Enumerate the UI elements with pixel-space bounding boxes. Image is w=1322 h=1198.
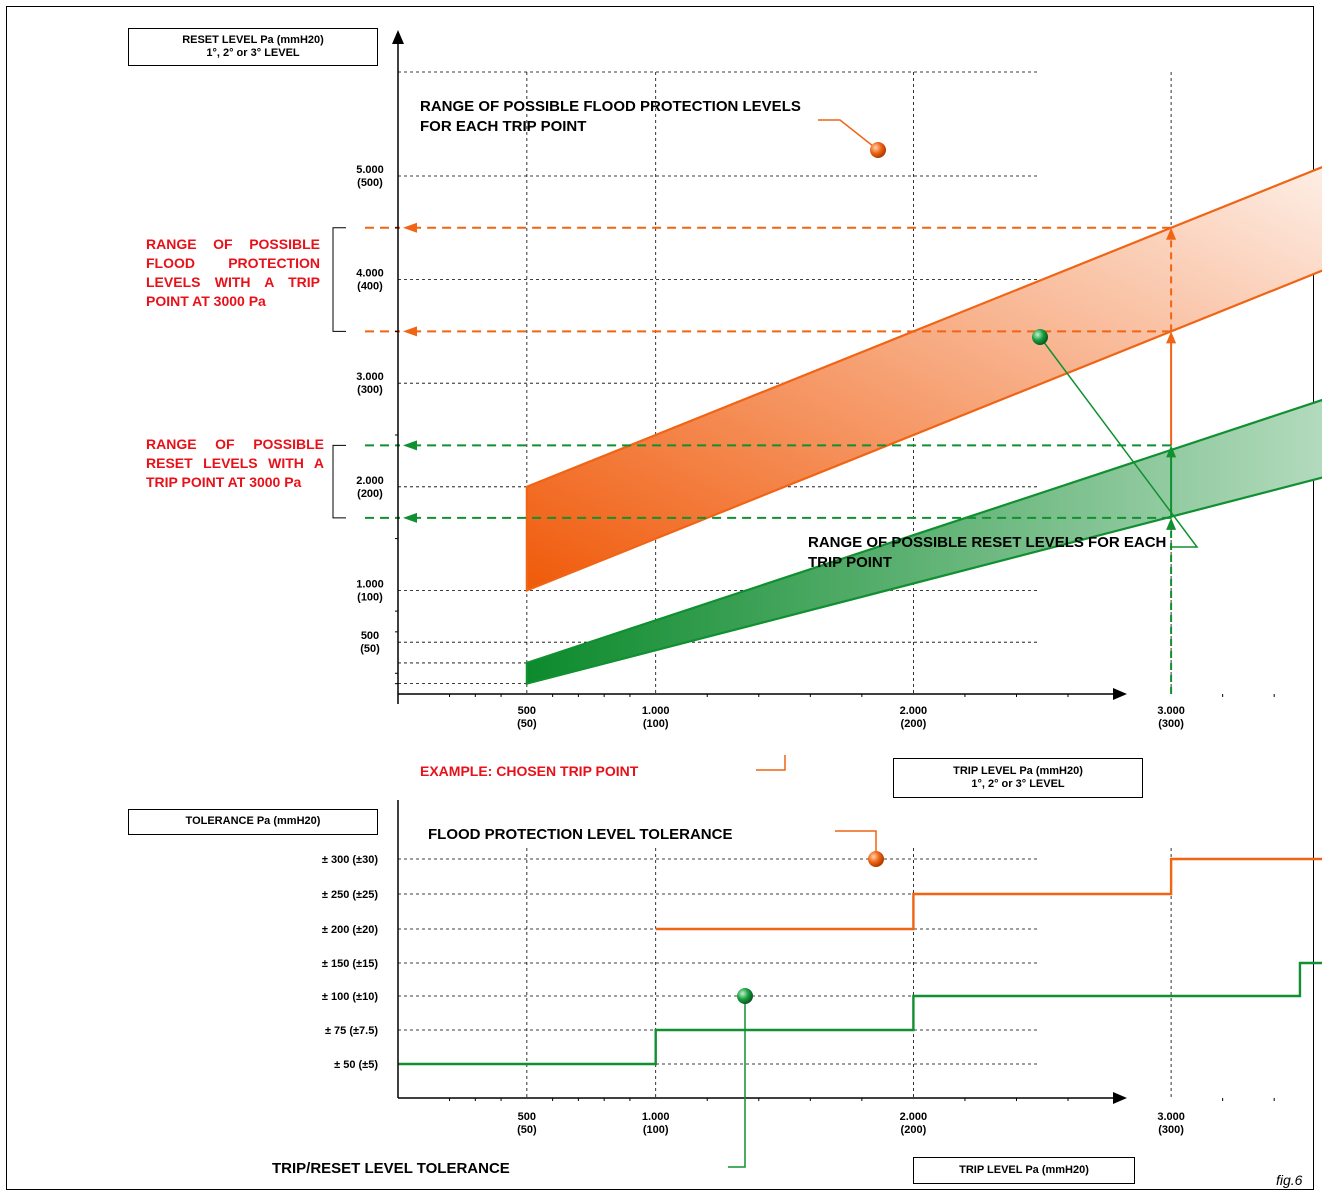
reset-band-label: RANGE OF POSSIBLE RESET LEVELS FOR EACH … bbox=[808, 534, 1167, 571]
upper-y-tick-sublabel: (400) bbox=[357, 281, 383, 293]
lower-x-tick-sublabel: (300) bbox=[1158, 1124, 1184, 1136]
flood-range-bottom-arrow-head bbox=[403, 326, 417, 337]
upper-x-tick-sublabel: (50) bbox=[517, 718, 537, 730]
lower-grid bbox=[398, 848, 1172, 1098]
reset-range-bracket bbox=[332, 444, 346, 519]
reset-tolerance-label: TRIP/RESET LEVEL TOLERANCE bbox=[272, 1160, 510, 1177]
upper-y-tick-sublabel: (200) bbox=[357, 488, 383, 500]
flood-range-bracket bbox=[332, 227, 346, 332]
lower-x-tick-label: 3.000 bbox=[1157, 1111, 1185, 1123]
flood-tolerance-callout-ball bbox=[868, 851, 884, 867]
reset-range-top-arrow-head bbox=[403, 440, 417, 451]
lower-step-lines bbox=[398, 857, 1322, 1066]
lower-y-tick-label: ± 75 (±7.5) bbox=[325, 1025, 378, 1037]
upper-x-tick-sublabel: (200) bbox=[901, 718, 927, 730]
upper-y-tick-sublabel: (500) bbox=[357, 177, 383, 189]
upper-y-tick-label: 3.000 bbox=[356, 371, 384, 383]
reset-tolerance-callout-line bbox=[728, 996, 746, 1168]
lower-y-tick-label: ± 300 (±30) bbox=[322, 854, 378, 866]
lower-y-tick-label: ± 250 (±25) bbox=[322, 889, 378, 901]
example-arrow-flood-bottom bbox=[1166, 331, 1177, 344]
lower-x-tick-label: 500 bbox=[518, 1111, 536, 1123]
lower-x-tick-label: 2.000 bbox=[900, 1111, 928, 1123]
upper-y-axis-label-line1: RESET LEVEL Pa (mmH20) bbox=[182, 34, 324, 46]
upper-axes bbox=[392, 30, 1275, 704]
upper-x-tick-label: 3.000 bbox=[1157, 705, 1185, 717]
lower-x-tick-label: 1.000 bbox=[642, 1111, 670, 1123]
reset-band-callout-ball bbox=[1032, 329, 1048, 345]
lower-x-axis-label: TRIP LEVEL Pa (mmH20) bbox=[913, 1157, 1135, 1184]
reset-range-bottom-arrow-head bbox=[403, 512, 417, 523]
callout-lines bbox=[728, 119, 1199, 1168]
upper-y-tick-label: 5.000 bbox=[356, 164, 384, 176]
upper-y-tick-label: 1.000 bbox=[356, 578, 384, 590]
upper-x-tick-sublabel: (300) bbox=[1158, 718, 1184, 730]
example-trip-point-note: EXAMPLE: CHOSEN TRIP POINT bbox=[420, 763, 639, 779]
upper-x-tick-sublabel: (100) bbox=[643, 718, 669, 730]
upper-y-tick-sublabel: (100) bbox=[357, 591, 383, 603]
lower-x-tick-sublabel: (100) bbox=[643, 1124, 669, 1136]
upper-x-tick-label: 1.000 bbox=[642, 705, 670, 717]
reset-tolerance-callout-ball bbox=[737, 988, 753, 1004]
example-arrow-flood-top bbox=[1166, 227, 1177, 240]
figure-frame bbox=[6, 6, 1314, 1190]
flood-tolerance-callout-line bbox=[835, 830, 877, 859]
lower-y-tick-label: ± 100 (±10) bbox=[322, 991, 378, 1003]
example-callout-line bbox=[756, 755, 786, 771]
upper-y-axis-label: RESET LEVEL Pa (mmH20) 1°, 2° or 3° LEVE… bbox=[128, 28, 378, 66]
reset-range-note: RANGE OF POSSIBLE RESET LEVELS WITH A TR… bbox=[146, 436, 324, 490]
lower-tick-labels: 500(50)1.000(100)2.000(200)3.000(300)4.0… bbox=[322, 854, 1185, 1136]
reset-tolerance-step-line bbox=[398, 961, 1322, 1066]
upper-y-axis-arrowhead bbox=[392, 30, 404, 44]
lower-x-tick-sublabel: (50) bbox=[517, 1124, 537, 1136]
reset-band-callout-line bbox=[1039, 336, 1199, 548]
flood-band-callout-ball bbox=[870, 142, 886, 158]
upper-y-tick-label: 2.000 bbox=[356, 475, 384, 487]
lower-y-tick-label: ± 150 (±15) bbox=[322, 958, 378, 970]
flood-band-label: RANGE OF POSSIBLE FLOOD PROTECTION LEVEL… bbox=[420, 98, 801, 135]
lower-y-tick-label: ± 50 (±5) bbox=[334, 1059, 378, 1071]
example-arrow-reset-bottom bbox=[1166, 517, 1177, 530]
upper-x-tick-label: 2.000 bbox=[900, 705, 928, 717]
upper-x-axis-label-line1: TRIP LEVEL Pa (mmH20) bbox=[953, 765, 1083, 777]
lower-x-axis-label-text: TRIP LEVEL Pa (mmH20) bbox=[959, 1164, 1089, 1176]
upper-example-lines bbox=[332, 222, 1177, 694]
upper-y-tick-sublabel: (50) bbox=[360, 643, 380, 655]
reset-band-area bbox=[525, 398, 1322, 686]
figure-number: fig.6 bbox=[1276, 1172, 1303, 1188]
upper-x-axis-label: TRIP LEVEL Pa (mmH20) 1°, 2° or 3° LEVEL bbox=[893, 758, 1143, 798]
flood-tolerance-step-line bbox=[655, 857, 1322, 931]
upper-y-tick-label: 4.000 bbox=[356, 268, 384, 280]
upper-x-tick-label: 500 bbox=[518, 705, 536, 717]
lower-y-tick-label: ± 200 (±20) bbox=[322, 924, 378, 936]
upper-tick-labels: 500(50)1.000(100)2.000(200)3.000(300)4.0… bbox=[356, 164, 1185, 730]
flood-tolerance-label: FLOOD PROTECTION LEVEL TOLERANCE bbox=[428, 826, 733, 843]
lower-x-tick-sublabel: (200) bbox=[901, 1124, 927, 1136]
example-arrow-reset-top bbox=[1166, 445, 1177, 458]
upper-y-tick-label: 500 bbox=[361, 630, 379, 642]
upper-x-axis-label-line2: 1°, 2° or 3° LEVEL bbox=[971, 778, 1065, 790]
lower-y-axis-label-text: TOLERANCE Pa (mmH20) bbox=[185, 815, 321, 827]
upper-y-tick-sublabel: (300) bbox=[357, 384, 383, 396]
flood-band-callout-line bbox=[818, 119, 879, 151]
flood-band-area bbox=[525, 165, 1322, 593]
flood-range-top-arrow-head bbox=[403, 222, 417, 233]
upper-bands bbox=[525, 165, 1322, 686]
flood-range-note: RANGE OF POSSIBLE FLOOD PROTECTION LEVEL… bbox=[146, 236, 320, 309]
lower-axes bbox=[397, 800, 1275, 1104]
lower-y-axis-label: TOLERANCE Pa (mmH20) bbox=[128, 809, 378, 835]
upper-y-axis-label-line2: 1°, 2° or 3° LEVEL bbox=[206, 47, 300, 59]
